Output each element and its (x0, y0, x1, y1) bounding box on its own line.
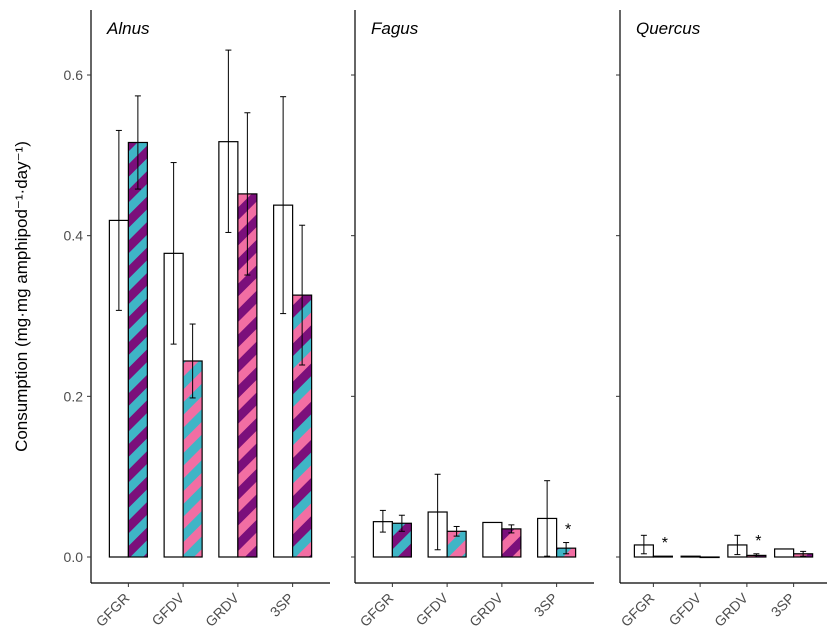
error-bar (434, 473, 441, 551)
bar-control (774, 548, 795, 558)
x-tick-label: 3SP (768, 590, 798, 620)
x-tick-label: GRDV (711, 589, 751, 629)
y-tick-label: 0.2 (64, 388, 84, 404)
error-bar (800, 550, 807, 557)
error-bar (753, 553, 760, 558)
error-bar (225, 49, 232, 233)
x-tick-label: GFDV (148, 589, 187, 628)
error-bar (134, 95, 141, 190)
panel-title: Alnus (106, 19, 150, 38)
x-tick-label: GRDV (466, 589, 506, 629)
x-tick-label: GFGR (357, 590, 397, 630)
panel-fagus: Fagus GFGR GFDV GRDV 3SP * (351, 10, 594, 630)
error-bar (508, 524, 515, 534)
panel-title: Fagus (371, 19, 419, 38)
error-bar (379, 509, 386, 533)
bar-treatment (699, 556, 720, 559)
significance-marker: * (565, 522, 571, 539)
bar-control (482, 521, 503, 558)
error-bar (189, 323, 196, 399)
bar-treatment (652, 555, 673, 558)
x-tick-label: GFDV (412, 589, 451, 628)
x-tick-label: GFGR (93, 590, 133, 630)
error-bar (299, 224, 306, 366)
y-axis-title: Consumption (mg·mg amphipod⁻¹·day⁻¹) (12, 141, 31, 452)
error-bar (170, 162, 177, 345)
x-tick-label: 3SP (267, 590, 297, 620)
x-tick-label: GFGR (618, 590, 658, 630)
error-bar (640, 534, 647, 555)
panel-title: Quercus (636, 19, 701, 38)
x-tick-label: GFDV (665, 589, 704, 628)
bar-control (680, 555, 701, 558)
error-bar (544, 480, 551, 557)
error-bar (563, 542, 570, 555)
x-tick-label: GRDV (202, 589, 242, 629)
error-bar (453, 525, 460, 537)
y-tick-label: 0.6 (64, 67, 84, 83)
bar-treatment (127, 141, 148, 558)
y-tick-label: 0.0 (64, 549, 84, 565)
error-bar (398, 514, 405, 532)
y-tick-label: 0.4 (64, 228, 84, 244)
error-bar (115, 129, 122, 311)
error-bar (244, 112, 251, 276)
significance-marker: * (662, 535, 668, 552)
x-tick-label: 3SP (531, 590, 561, 620)
panel-quercus: Quercus GFGR * GFDV GRDV * 3SP (616, 10, 827, 630)
significance-marker: * (755, 533, 761, 550)
error-bar (280, 96, 287, 315)
panel-alnus: 0.0 0.2 0.4 0.6 Alnus GFGR GFDV GRDV 3SP (64, 10, 330, 630)
error-bar (734, 534, 741, 556)
